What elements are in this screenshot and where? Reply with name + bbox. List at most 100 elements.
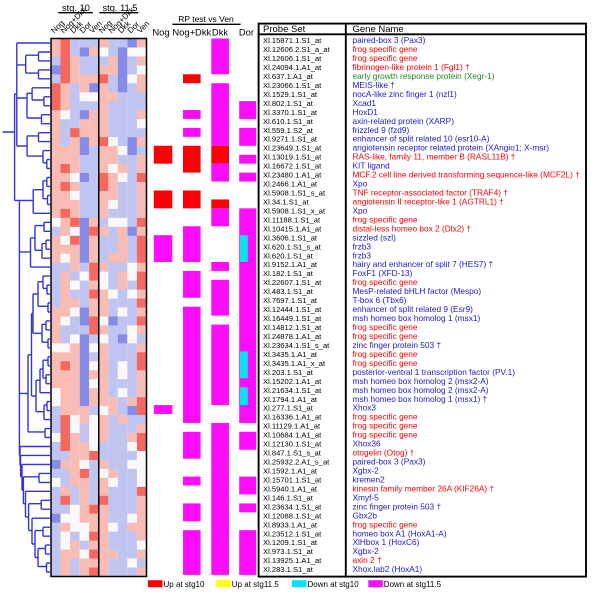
- svg-text:Xl.847.1.S1_s_at: Xl.847.1.S1_s_at: [263, 449, 322, 458]
- svg-text:Xl.23634.1.S1_at: Xl.23634.1.S1_at: [263, 502, 322, 511]
- svg-text:frog specific gene: frog specific gene: [353, 214, 418, 224]
- svg-text:msh homeo box homolog 1 (msx1): msh homeo box homolog 1 (msx1): [353, 313, 481, 323]
- svg-text:FoxF1 (XFD-13): FoxF1 (XFD-13): [353, 268, 413, 278]
- svg-text:Xl.25932.2.A1_s_at: Xl.25932.2.A1_s_at: [263, 458, 330, 467]
- svg-text:Xl.5908.1.S1_x_at: Xl.5908.1.S1_x_at: [263, 206, 326, 215]
- svg-text:homeo box A1 (HoxA1-A): homeo box A1 (HoxA1-A): [353, 528, 447, 538]
- svg-text:Xl.1209.1.S1_at: Xl.1209.1.S1_at: [263, 538, 318, 547]
- svg-text:XlHbox 1 (HoxC6): XlHbox 1 (HoxC6): [353, 537, 420, 547]
- svg-text:Xgbx-2: Xgbx-2: [353, 546, 380, 556]
- svg-text:Xl.9271.1.S1_at: Xl.9271.1.S1_at: [263, 135, 318, 144]
- svg-text:early growth response protein: early growth response protein (Xegr-1): [353, 71, 495, 81]
- svg-text:Xl.8933.1.A1_at: Xl.8933.1.A1_at: [263, 520, 318, 529]
- svg-text:Gbx2b: Gbx2b: [353, 510, 378, 520]
- svg-text:msh homeo box homolog 2 (msx2-: msh homeo box homolog 2 (msx2-A): [353, 376, 489, 386]
- svg-text:Xhox.lab2 (HoxA1): Xhox.lab2 (HoxA1): [353, 564, 423, 574]
- svg-text:Xl.16336.1.A1_at: Xl.16336.1.A1_at: [263, 413, 322, 422]
- svg-text:Xpo: Xpo: [353, 205, 368, 215]
- svg-text:Xl.23512.1.S1_at: Xl.23512.1.S1_at: [263, 529, 322, 538]
- svg-text:MEIS-like †: MEIS-like †: [353, 80, 396, 90]
- svg-text:stg. 11.5: stg. 11.5: [103, 3, 138, 13]
- svg-text:zinc finger protein 503 †: zinc finger protein 503 †: [353, 501, 442, 511]
- svg-text:axin-related protein (XARP): axin-related protein (XARP): [353, 116, 455, 126]
- svg-text:distal-less homeo box 2 (Dlx2): distal-less homeo box 2 (Dlx2) †: [353, 223, 472, 233]
- svg-text:angiotensin II receptor-like 1: angiotensin II receptor-like 1 (AGTRL1) …: [353, 197, 505, 207]
- svg-text:kinesin family member 26A (KIF: kinesin family member 26A (KIF26A) †: [353, 483, 495, 493]
- svg-text:MCF.2 cell line derived transf: MCF.2 cell line derived transforming seq…: [353, 170, 581, 180]
- svg-text:Xl.2466.1.A1_at: Xl.2466.1.A1_at: [263, 180, 318, 189]
- svg-text:Xl.5908.1.S1_s_at: Xl.5908.1.S1_s_at: [263, 189, 326, 198]
- svg-text:Xl.7697.1.S1_at: Xl.7697.1.S1_at: [263, 296, 318, 305]
- svg-text:Xl.12130.1.S1_at: Xl.12130.1.S1_at: [263, 440, 322, 449]
- svg-text:Down at stg11.5: Down at stg11.5: [384, 580, 442, 589]
- svg-text:RAS-like, family 11, member B: RAS-like, family 11, member B (RASL11B) …: [353, 152, 516, 162]
- svg-text:frog specific gene: frog specific gene: [353, 412, 418, 422]
- svg-text:Xl.13019.1.S1_at: Xl.13019.1.S1_at: [263, 153, 322, 162]
- svg-text:Xl.802.1.S1_at: Xl.802.1.S1_at: [263, 99, 314, 108]
- svg-text:Xl.11129.1.A1_at: Xl.11129.1.A1_at: [263, 422, 321, 431]
- svg-text:Xl.12444.1.S1_at: Xl.12444.1.S1_at: [263, 305, 322, 314]
- svg-text:Dor: Dor: [239, 27, 254, 38]
- svg-text:otogelin (Otog) †: otogelin (Otog) †: [353, 448, 415, 458]
- svg-text:enhancer of split related 9 (E: enhancer of split related 9 (Esr9): [353, 304, 474, 314]
- svg-text:frog specific gene: frog specific gene: [353, 430, 418, 440]
- svg-text:frog specific gene: frog specific gene: [353, 519, 418, 529]
- svg-text:KIT ligand: KIT ligand: [353, 161, 391, 171]
- svg-text:Xl.1529.1.S1_at: Xl.1529.1.S1_at: [263, 90, 318, 99]
- svg-text:Down at stg10: Down at stg10: [308, 580, 360, 589]
- svg-text:Xl.283.1.S1_at: Xl.283.1.S1_at: [263, 565, 314, 574]
- svg-text:Xl.23634.1.S1_s_at: Xl.23634.1.S1_s_at: [263, 341, 330, 350]
- svg-text:Up at stg10: Up at stg10: [164, 580, 205, 589]
- svg-text:Xl.10415.1.A1_at: Xl.10415.1.A1_at: [263, 224, 322, 233]
- svg-text:Xl.24878.1.A1_at: Xl.24878.1.A1_at: [263, 332, 322, 341]
- svg-text:Xl.15202.1.A1_at: Xl.15202.1.A1_at: [263, 377, 322, 386]
- svg-text:Xl.3435.1.A1_at: Xl.3435.1.A1_at: [263, 350, 318, 359]
- svg-text:Xl.12606.1.S1_at: Xl.12606.1.S1_at: [263, 54, 322, 63]
- svg-text:Xl.182.1.S1_at: Xl.182.1.S1_at: [263, 269, 314, 278]
- svg-text:Xl.1592.1.A1_at: Xl.1592.1.A1_at: [263, 467, 318, 476]
- svg-text:Xl.15871.1.S1_at: Xl.15871.1.S1_at: [263, 36, 322, 45]
- svg-text:Xl.3606.1.S1_at: Xl.3606.1.S1_at: [263, 233, 318, 242]
- svg-text:T-box 6 (Tbx6): T-box 6 (Tbx6): [353, 295, 407, 305]
- svg-text:enhancer of split related 10 (: enhancer of split related 10 (esr10-A): [353, 134, 490, 144]
- svg-text:Xl.15701.1.S1_at: Xl.15701.1.S1_at: [263, 476, 322, 485]
- svg-text:msh homeo box homolog 1 (msx1): msh homeo box homolog 1 (msx1) †: [353, 394, 488, 404]
- svg-text:zinc finger protein 503 †: zinc finger protein 503 †: [353, 340, 442, 350]
- svg-text:Xl.3370.1.S1_at: Xl.3370.1.S1_at: [263, 108, 318, 117]
- svg-text:Xl.21634.1.S1_at: Xl.21634.1.S1_at: [263, 386, 322, 395]
- svg-text:Xhox3: Xhox3: [353, 403, 377, 413]
- svg-text:frzb3: frzb3: [353, 241, 372, 251]
- svg-text:posterior-ventral 1 transcript: posterior-ventral 1 transcription factor…: [353, 367, 516, 377]
- svg-text:Xl.620.1.S1_at: Xl.620.1.S1_at: [263, 251, 314, 260]
- svg-text:sizzled (szl): sizzled (szl): [353, 232, 397, 242]
- svg-text:Xl.203.1.S1_at: Xl.203.1.S1_at: [263, 368, 314, 377]
- svg-text:Xl.16672.1.S1_at: Xl.16672.1.S1_at: [263, 162, 322, 171]
- svg-text:Xl.610.1.S1_at: Xl.610.1.S1_at: [263, 117, 314, 126]
- svg-text:Up at stg11.5: Up at stg11.5: [232, 580, 280, 589]
- svg-text:Xl.12606.2.S1_a_at: Xl.12606.2.S1_a_at: [263, 45, 331, 54]
- svg-text:HoxD1: HoxD1: [353, 107, 379, 117]
- svg-text:Xl.146.1.S1_at: Xl.146.1.S1_at: [263, 493, 314, 502]
- svg-text:Probe Set: Probe Set: [263, 24, 306, 35]
- svg-text:Gene Name: Gene Name: [353, 24, 404, 35]
- svg-text:RP test vs Ven: RP test vs Ven: [178, 14, 234, 24]
- svg-text:kremen2: kremen2: [353, 475, 386, 485]
- svg-text:Xl.1794.1.A1_at: Xl.1794.1.A1_at: [263, 395, 318, 404]
- svg-text:fibrinogen-like protein 1 (Fgl: fibrinogen-like protein 1 (Fgl1) †: [353, 62, 471, 72]
- svg-text:Nog+Dkk: Nog+Dkk: [172, 27, 211, 38]
- svg-text:Xl.3435.1.A1_x_at: Xl.3435.1.A1_x_at: [263, 359, 326, 368]
- svg-text:Xhox36: Xhox36: [353, 439, 382, 449]
- svg-text:frog specific gene: frog specific gene: [353, 322, 418, 332]
- svg-text:frog specific gene: frog specific gene: [353, 44, 418, 54]
- svg-text:Xl.13925.1.A1_at: Xl.13925.1.A1_at: [263, 556, 322, 565]
- svg-text:frzb3: frzb3: [353, 250, 372, 260]
- svg-text:stg. 10: stg. 10: [62, 3, 90, 13]
- svg-text:Xl.620.1.S1_s_at: Xl.620.1.S1_s_at: [263, 242, 322, 251]
- svg-text:frog specific gene: frog specific gene: [353, 331, 418, 341]
- svg-text:Nog: Nog: [152, 27, 169, 38]
- svg-text:Dkk: Dkk: [212, 27, 228, 38]
- svg-text:Xl.14812.1.S1_at: Xl.14812.1.S1_at: [263, 323, 322, 332]
- svg-text:Xl.9152.1.A1_at: Xl.9152.1.A1_at: [263, 260, 318, 269]
- svg-text:Xl.22607.1.S1_at: Xl.22607.1.S1_at: [263, 278, 322, 287]
- svg-text:msh homeo box homolog 2 (msx2-: msh homeo box homolog 2 (msx2-A): [353, 385, 489, 395]
